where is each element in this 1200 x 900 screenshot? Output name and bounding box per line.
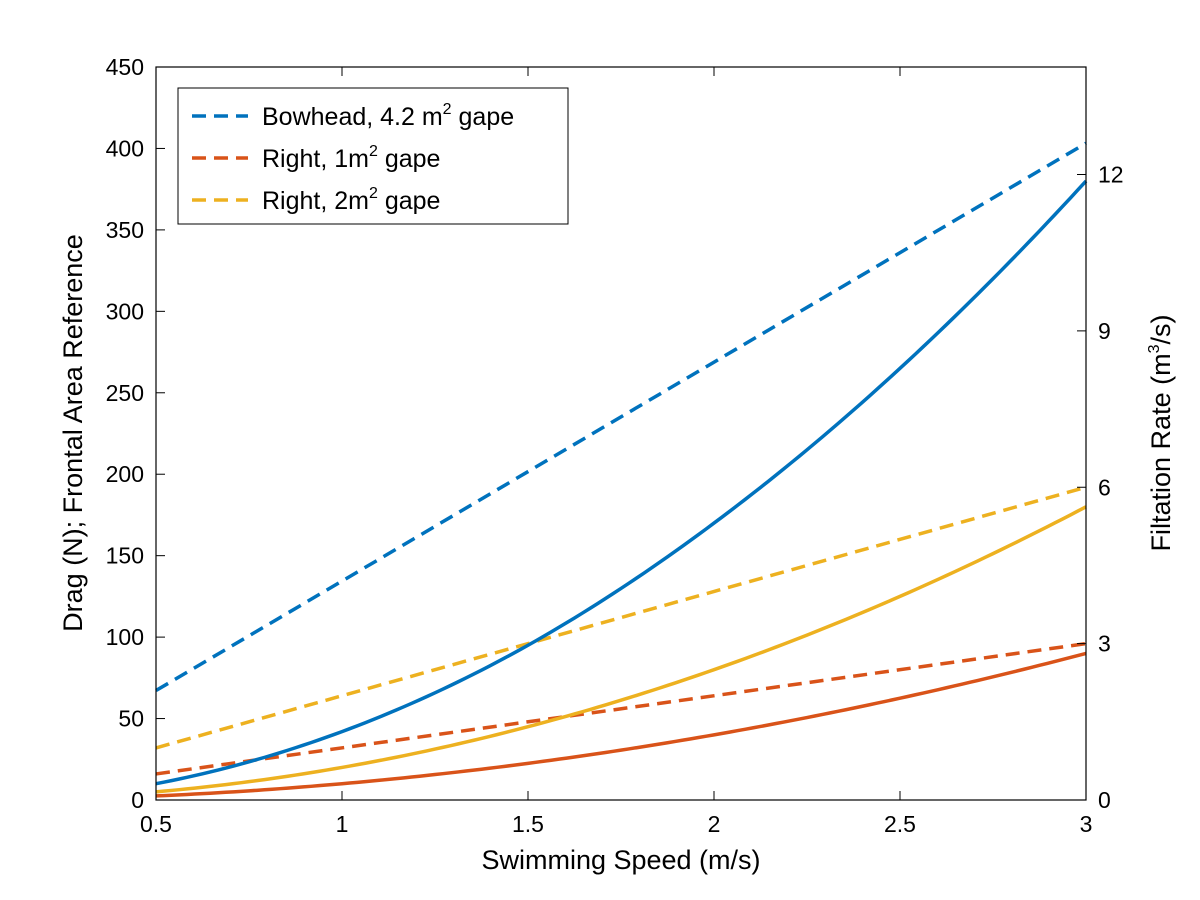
x-axis-label: Swimming Speed (m/s) — [481, 845, 760, 875]
x-tick-label: 0.5 — [140, 811, 172, 837]
y-right-tick-label: 3 — [1098, 631, 1111, 657]
y-left-tick-label: 350 — [106, 217, 144, 243]
y-left-tick-label: 300 — [106, 298, 144, 324]
legend-label-bowhead-after: gape — [452, 103, 515, 131]
y-left-tick-label: 0 — [131, 787, 144, 813]
right-axis-label: Filtation Rate (m3/s) — [1146, 315, 1176, 552]
y-right-tick-label: 6 — [1098, 474, 1111, 500]
y-left-tick-label: 150 — [106, 543, 144, 569]
filtration-line-2 — [155, 641, 1087, 776]
drag-line-2 — [155, 651, 1087, 798]
right-axis-label-suffix: /s) — [1146, 315, 1176, 345]
legend-label-right-1m: Right, 1m2 gape — [262, 143, 440, 173]
filtration-line-3 — [155, 485, 1087, 750]
x-tick-label: 2 — [708, 811, 721, 837]
y-left-tick-label: 50 — [118, 706, 144, 732]
legend-label-right-1m-after: gape — [378, 145, 441, 173]
legend-label-right-2m: Right, 2m2 gape — [262, 185, 440, 215]
right-axis-label-sup: 3 — [1146, 344, 1163, 353]
legend-label-bowhead-before: Bowhead, 4.2 m — [262, 103, 443, 131]
legend: Bowhead, 4.2 m2 gape Right, 1m2 gape Rig… — [177, 87, 569, 225]
x-tick-label: 2.5 — [884, 811, 916, 837]
right-axis-label-prefix: Filtation Rate (m — [1146, 353, 1176, 551]
legend-label-right-2m-after: gape — [378, 187, 441, 215]
y-left-tick-label: 100 — [106, 624, 144, 650]
y-right-tick-label: 0 — [1098, 787, 1111, 813]
y-left-tick-label: 450 — [106, 54, 144, 80]
legend-label-right-2m-sup: 2 — [369, 185, 378, 202]
tick-labels: 0.5 1 1.5 2 2.5 30501001502002503003504004500… — [106, 54, 1124, 837]
y-left-tick-label: 400 — [106, 135, 144, 161]
legend-label-right-1m-sup: 2 — [369, 143, 378, 160]
legend-label-right-2m-before: Right, 2m — [262, 187, 369, 215]
filtration-line-1 — [155, 141, 1087, 693]
x-tick-label: 3 — [1080, 811, 1093, 837]
x-tick-label: 1.5 — [512, 811, 544, 837]
x-tick-label: 1 — [336, 811, 349, 837]
y-left-tick-label: 200 — [106, 461, 144, 487]
legend-label-right-1m-before: Right, 1m — [262, 145, 369, 173]
left-axis-label: Drag (N); Frontal Area Reference — [58, 234, 88, 632]
legend-label-bowhead: Bowhead, 4.2 m2 gape — [262, 101, 514, 131]
plot-frame — [155, 66, 1087, 801]
drag-line-1 — [155, 179, 1088, 786]
axis-ticks — [155, 66, 1087, 801]
drag-line-3 — [155, 505, 1087, 794]
y-left-tick-label: 250 — [106, 380, 144, 406]
y-right-tick-label: 12 — [1098, 162, 1124, 188]
legend-label-bowhead-sup: 2 — [443, 101, 452, 118]
y-right-tick-label: 9 — [1098, 318, 1111, 344]
plot-lines — [155, 141, 1088, 798]
